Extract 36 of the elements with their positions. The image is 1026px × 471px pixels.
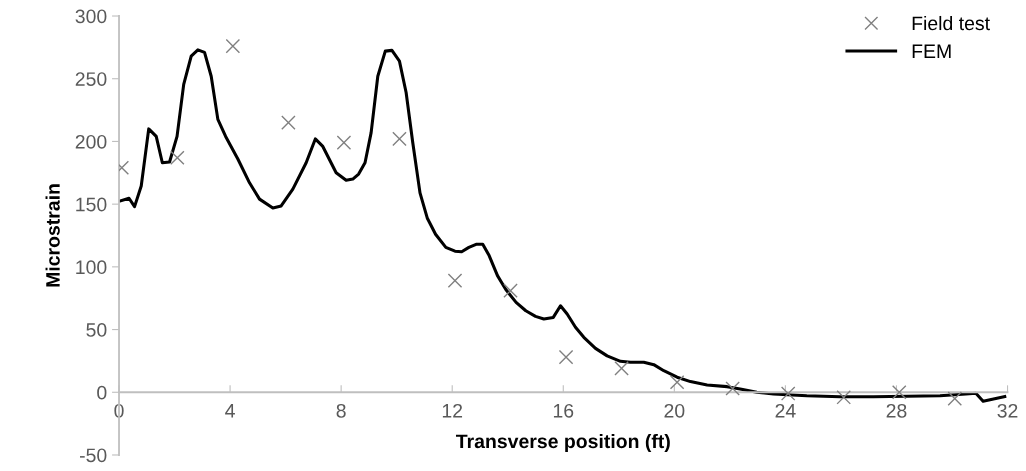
point <box>336 135 352 150</box>
x-tick-label: 32 <box>997 403 1018 418</box>
point <box>392 131 407 147</box>
point <box>503 283 518 298</box>
y-tick-label: 150 <box>76 197 107 212</box>
y-tick-label: 50 <box>86 323 107 337</box>
y-tick-label: 100 <box>76 260 107 275</box>
point <box>170 150 185 166</box>
y-tick-label: -50 <box>79 448 107 463</box>
point <box>891 384 907 400</box>
x-tick-label: 24 <box>775 403 796 418</box>
x-tick-label: 0 <box>114 403 124 418</box>
x-tick-label: 12 <box>442 403 463 418</box>
x-tick-label: 20 <box>664 403 685 418</box>
y-tick-label: 200 <box>75 134 107 149</box>
legend-label: FEM <box>912 44 951 58</box>
point <box>780 386 796 401</box>
x-axis-title: Transverse position (ft) <box>456 433 670 453</box>
y-tick-label: 250 <box>75 72 107 86</box>
point <box>947 391 963 406</box>
point <box>281 115 296 130</box>
point <box>558 349 574 365</box>
y-tick-label: 300 <box>75 9 107 24</box>
point <box>669 374 685 390</box>
x-tick-label: 4 <box>225 404 235 418</box>
point <box>225 38 241 54</box>
x-tick-label: 16 <box>553 403 574 418</box>
point <box>725 381 740 396</box>
legend-label: Field test <box>912 15 990 31</box>
x-tick-label: 28 <box>886 403 907 418</box>
x-tick-label: 8 <box>336 403 346 418</box>
point <box>614 361 629 376</box>
point <box>836 390 851 405</box>
y-axis-title: Microstrain <box>45 184 60 287</box>
y-tick-label: 0 <box>97 385 107 400</box>
point <box>447 273 463 288</box>
